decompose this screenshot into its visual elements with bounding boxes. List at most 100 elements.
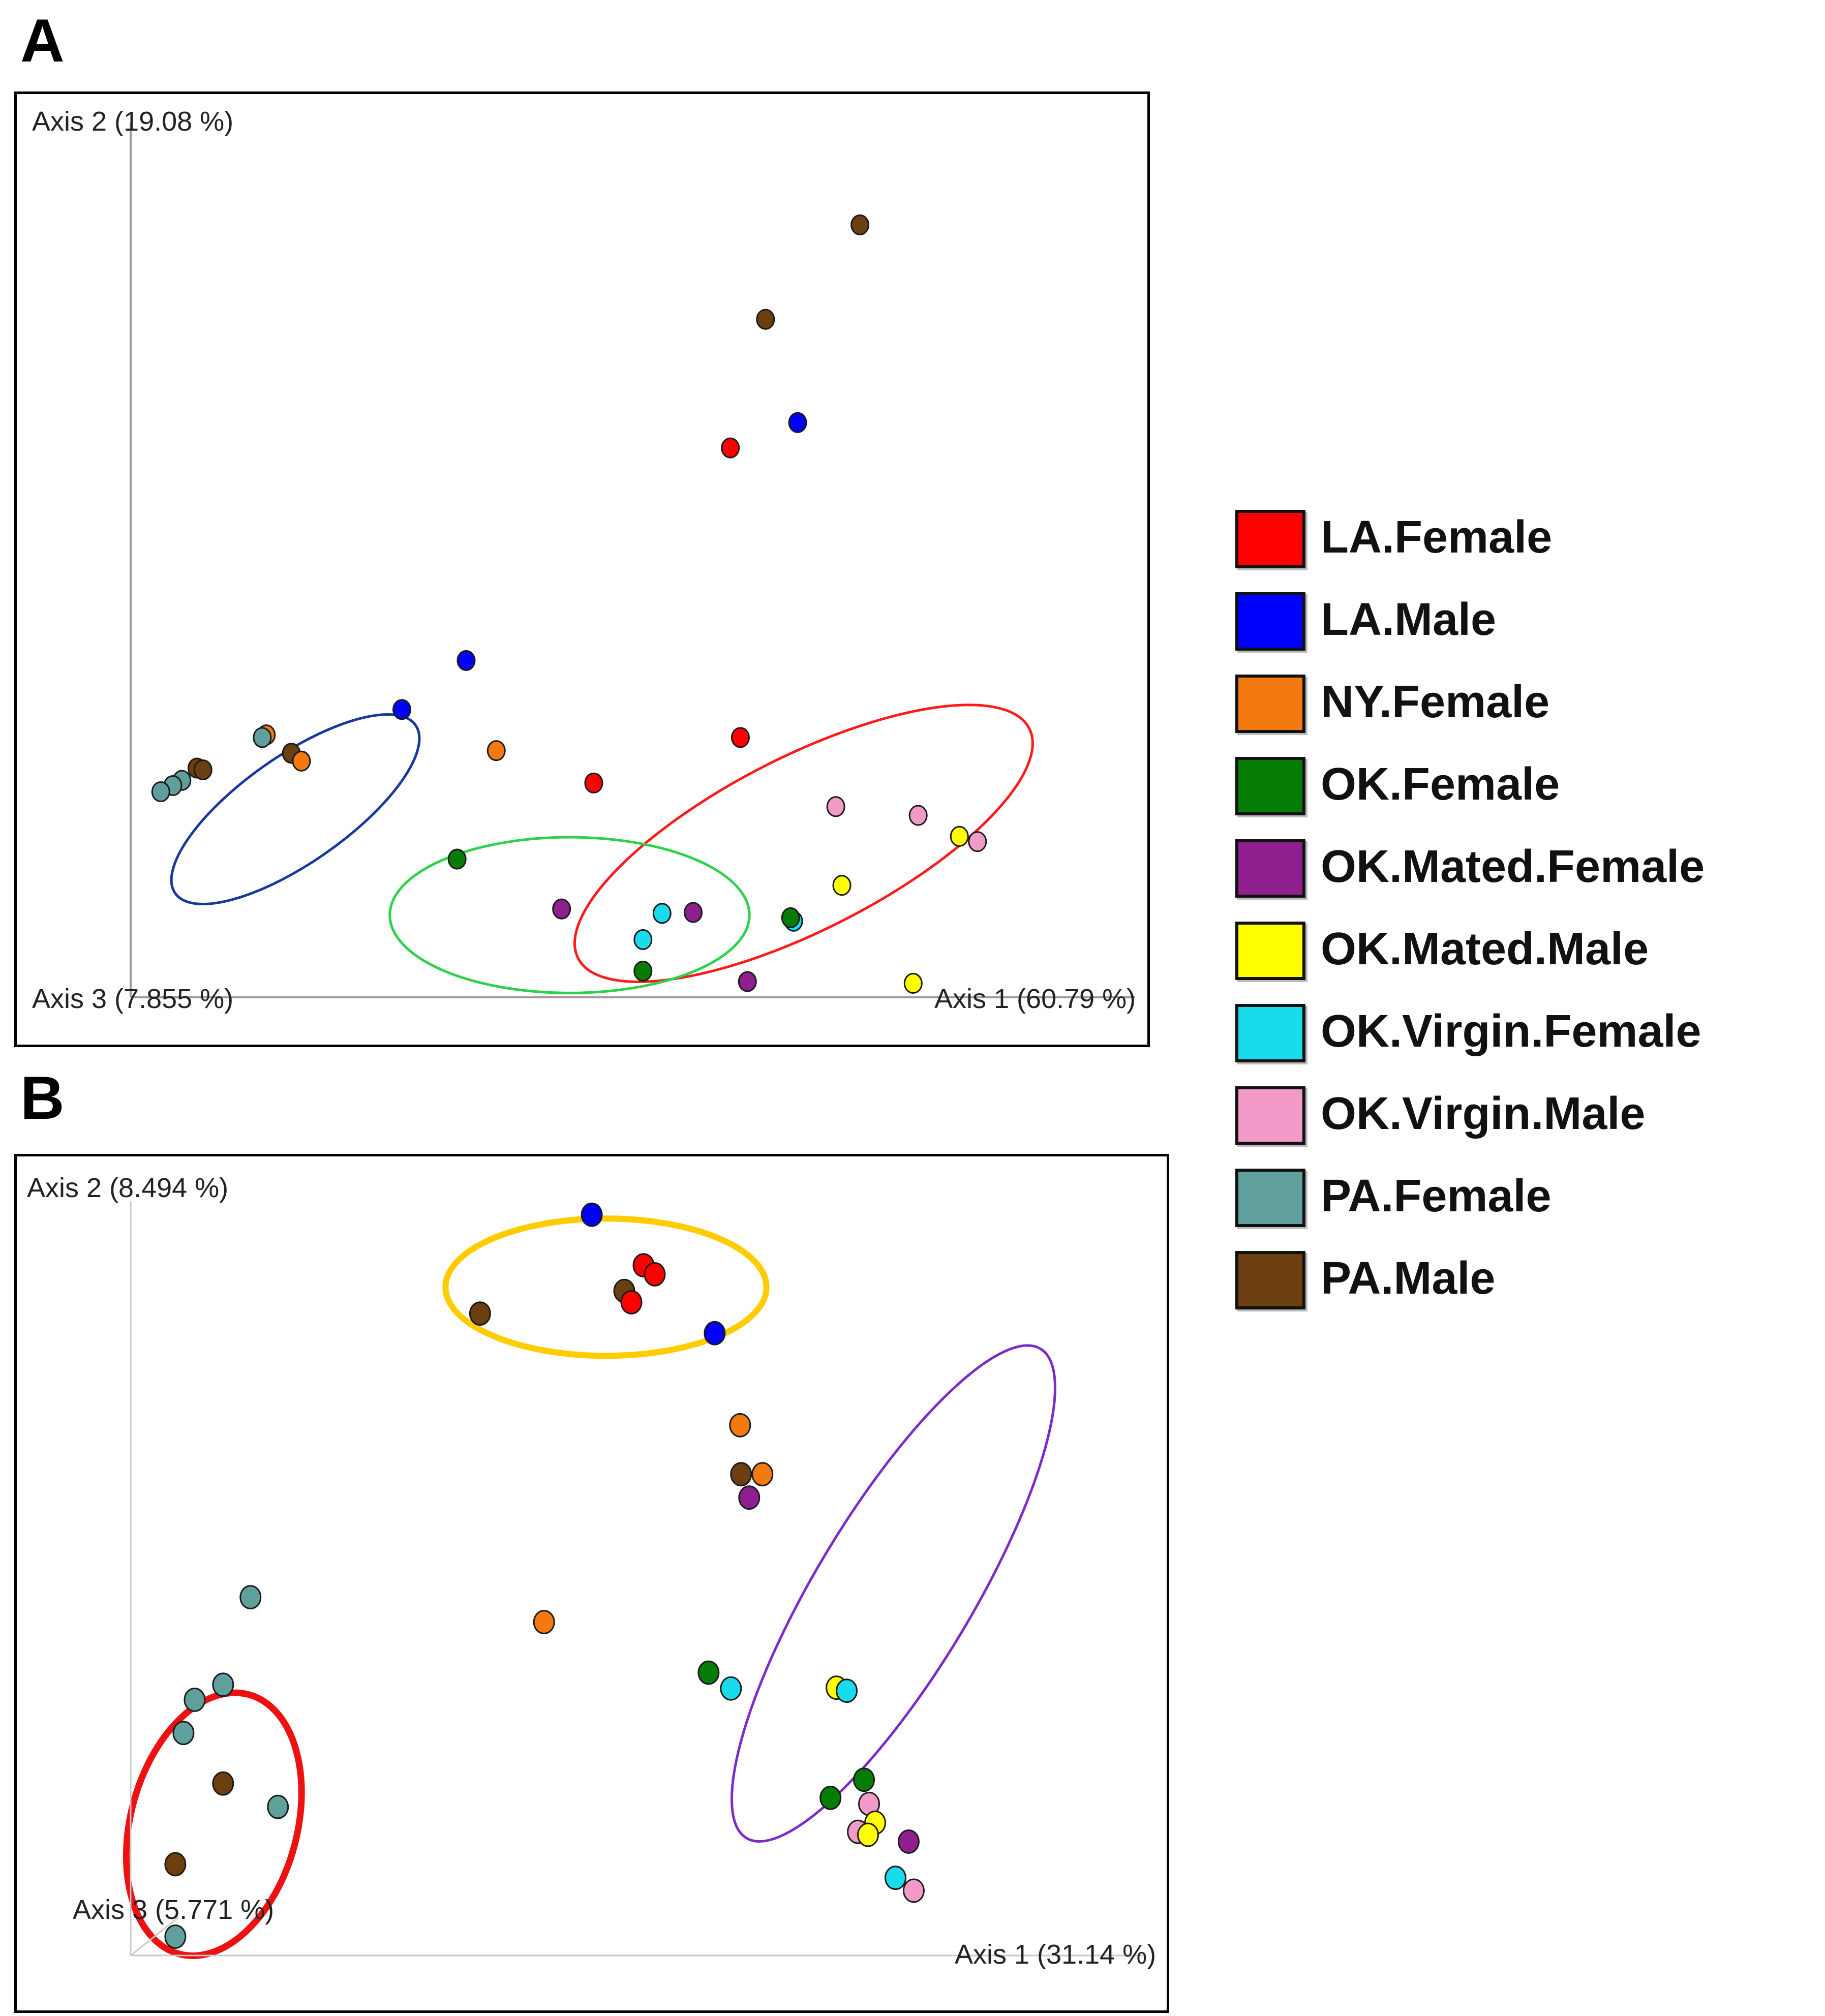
data-point — [788, 412, 807, 433]
data-point — [850, 214, 870, 235]
data-point — [853, 1767, 875, 1792]
data-point — [756, 309, 775, 330]
data-point — [253, 727, 272, 748]
legend-item: PA.Female — [1235, 1165, 1820, 1246]
data-point — [857, 1822, 879, 1847]
data-point — [193, 759, 212, 781]
legend-label: PA.Female — [1321, 1171, 1552, 1221]
data-point — [738, 971, 757, 992]
legend-swatch — [1235, 675, 1305, 733]
panel-a-chart: Axis 2 (19.08 %) Axis 3 (7.855 %) Axis 1… — [32, 106, 1136, 1014]
data-point — [968, 831, 987, 852]
data-point — [684, 902, 703, 923]
data-point — [267, 1794, 289, 1819]
data-point — [751, 1462, 774, 1487]
legend-swatch — [1235, 839, 1305, 898]
panel-a-plot: Axis 2 (19.08 %) Axis 3 (7.855 %) Axis 1… — [14, 91, 1150, 1047]
legend-item: OK.Virgin.Female — [1235, 1000, 1820, 1081]
data-point — [172, 1721, 195, 1746]
legend-label: OK.Virgin.Female — [1321, 1006, 1701, 1057]
data-point — [697, 1660, 720, 1685]
data-point — [902, 1878, 925, 1903]
data-point — [292, 750, 311, 772]
data-point — [392, 699, 412, 720]
data-point — [486, 740, 506, 761]
panel-b-label: B — [20, 1064, 65, 1132]
legend-label: OK.Mated.Female — [1321, 841, 1705, 892]
legend-swatch — [1235, 757, 1305, 815]
legend-label: OK.Female — [1321, 759, 1560, 810]
data-point — [164, 1852, 187, 1877]
legend-item: OK.Female — [1235, 753, 1820, 834]
data-point — [731, 727, 750, 748]
legend-swatch — [1235, 510, 1305, 568]
panel-b-chart: Axis 2 (8.494 %) Axis 3 (5.771 %) Axis 1… — [27, 1173, 1156, 1970]
data-point — [884, 1866, 906, 1890]
legend-label: NY.Female — [1321, 677, 1550, 727]
axis2-label: Axis 2 (8.494 %) — [27, 1173, 228, 1203]
legend-label: OK.Virgin.Male — [1321, 1088, 1646, 1139]
legend-label: OK.Mated.Male — [1321, 924, 1649, 974]
data-point — [704, 1321, 726, 1346]
data-point — [644, 1262, 666, 1287]
axis2-label: Axis 2 (19.08 %) — [32, 106, 233, 137]
panel-b-plot: Axis 2 (8.494 %) Axis 3 (5.771 %) Axis 1… — [14, 1154, 1169, 2013]
legend-label: LA.Male — [1321, 594, 1497, 645]
data-point — [581, 1202, 603, 1227]
data-point — [584, 772, 603, 793]
data-point — [239, 1585, 262, 1609]
data-point — [730, 1462, 752, 1487]
data-point — [819, 1785, 842, 1810]
data-point — [184, 1688, 206, 1712]
legend-label: PA.Male — [1321, 1253, 1496, 1304]
data-point — [729, 1413, 751, 1438]
data-point — [903, 972, 923, 994]
legend-swatch — [1235, 1251, 1305, 1309]
axis3-line — [130, 1916, 179, 1957]
cluster-ellipse — [573, 704, 1034, 983]
legend-item: OK.Mated.Male — [1235, 918, 1820, 999]
data-point — [652, 903, 672, 924]
legend-swatch — [1235, 922, 1305, 980]
data-point — [908, 805, 928, 826]
cluster-ellipse — [731, 1344, 1056, 1843]
cluster-ellipse — [170, 713, 421, 905]
legend-swatch — [1235, 592, 1305, 651]
data-point — [950, 826, 969, 847]
legend-item: NY.Female — [1235, 670, 1820, 752]
data-point — [447, 848, 467, 870]
legend-item: LA.Male — [1235, 588, 1820, 669]
data-point — [720, 1676, 742, 1701]
data-point — [897, 1829, 920, 1854]
data-point — [212, 1672, 234, 1697]
data-point — [721, 437, 740, 459]
axis1-label: Axis 1 (60.79 %) — [934, 984, 1136, 1014]
data-point — [826, 796, 845, 817]
data-point — [633, 929, 653, 950]
legend-swatch — [1235, 1004, 1305, 1062]
data-point — [781, 907, 800, 928]
data-point — [633, 960, 653, 982]
axis1-label: Axis 1 (31.14 %) — [955, 1939, 1156, 1970]
data-point — [151, 781, 170, 803]
data-point — [457, 650, 476, 671]
legend-item: LA.Female — [1235, 506, 1820, 587]
axis3-label: Axis 3 (5.771 %) — [73, 1895, 274, 1925]
cluster-ellipse — [442, 1215, 770, 1359]
data-point — [212, 1771, 234, 1796]
data-point — [552, 898, 571, 920]
legend-swatch — [1235, 1169, 1305, 1227]
panel-a-label: A — [20, 7, 65, 75]
data-point — [738, 1485, 761, 1510]
data-point — [469, 1301, 491, 1326]
data-point — [164, 1925, 187, 1949]
data-point — [836, 1678, 858, 1703]
cluster-ellipse — [123, 1689, 305, 1959]
axis3-label: Axis 3 (7.855 %) — [32, 984, 233, 1014]
legend-item: OK.Virgin.Male — [1235, 1082, 1820, 1164]
data-point — [620, 1290, 643, 1315]
legend-item: PA.Male — [1235, 1247, 1820, 1328]
data-point — [832, 875, 851, 896]
legend-swatch — [1235, 1086, 1305, 1145]
cluster-ellipse — [388, 836, 751, 994]
